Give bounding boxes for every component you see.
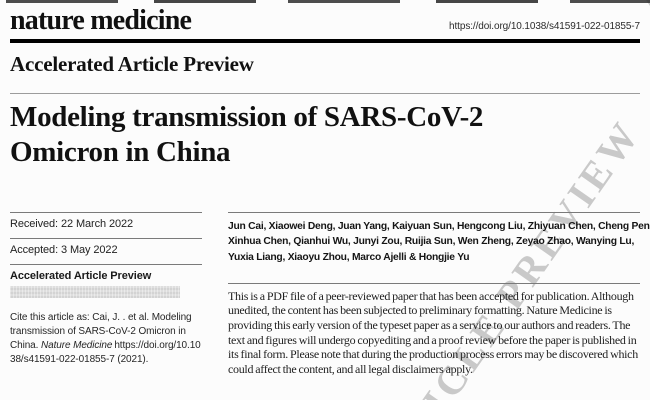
metadata-sidebar: Received: 22 March 2022 Accepted: 3 May … <box>10 211 202 377</box>
author-list-line-2: Xinhua Chen, Qianhui Wu, Junyi Zou, Ruij… <box>228 236 635 248</box>
citation-journal-name: Nature Medicine <box>41 340 113 352</box>
redacted-box <box>10 285 180 298</box>
page-content: nature medicine https://doi.org/10.1038/… <box>10 0 650 377</box>
author-list: Jun Cai, Xiaowei Deng, Juan Yang, Kaiyua… <box>228 211 650 266</box>
article-columns: Received: 22 March 2022 Accepted: 3 May … <box>10 211 650 377</box>
masthead-divider <box>10 39 640 43</box>
citation-year: (2021). <box>114 354 149 366</box>
cropped-page-edge <box>6 0 650 3</box>
doi-link[interactable]: https://doi.org/10.1038/s41591-022-01855… <box>449 21 640 32</box>
author-list-line-3: Yuxia Liang, Xiaoyu Zhou, Marco Ajelli &… <box>228 252 470 264</box>
citation-text: Cite this article as: Cai, J. . et al. M… <box>10 311 192 352</box>
section-divider <box>10 93 640 94</box>
masthead: nature medicine https://doi.org/10.1038/… <box>10 0 640 35</box>
aap-status-label: Accelerated Article Preview <box>10 269 152 282</box>
article-title-line-1: Modeling transmission of SARS-CoV-2 <box>10 101 484 133</box>
citation-doi-link[interactable]: https://doi.org/10.1038/s41591-022-01855… <box>10 340 201 366</box>
accepted-date: Accepted: 3 May 2022 <box>10 237 202 264</box>
standfirst-paragraph: This is a PDF file of a peer-reviewed pa… <box>228 282 640 377</box>
article-title-line-2: Omicron in China <box>10 136 231 169</box>
main-column: Jun Cai, Xiaowei Deng, Juan Yang, Kaiyua… <box>228 211 650 377</box>
received-date: Received: 22 March 2022 <box>10 211 202 238</box>
journal-logo: nature medicine <box>10 5 192 36</box>
article-title: Modeling transmission of SARS-CoV-2 Omic… <box>10 100 640 171</box>
aap-status-row: Accelerated Article Preview <box>10 263 202 302</box>
citation: Cite this article as: Cai, J. . et al. M… <box>10 311 202 368</box>
section-heading: Accelerated Article Preview <box>10 52 254 76</box>
author-list-line-1: Jun Cai, Xiaowei Deng, Juan Yang, Kaiyua… <box>228 220 650 232</box>
